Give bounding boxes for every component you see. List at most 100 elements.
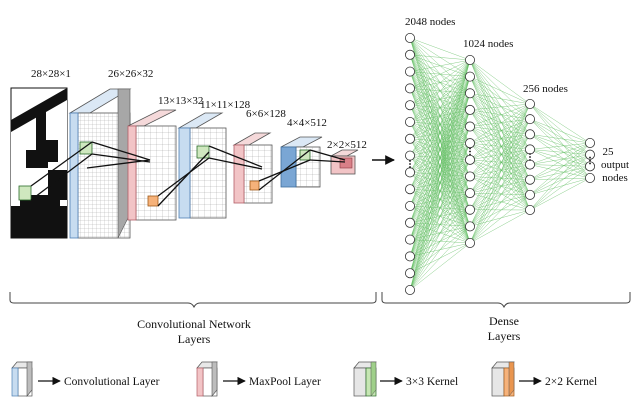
dense-edge — [529, 142, 591, 150]
dense-edge — [469, 59, 531, 120]
conv-label-6: 2×2×512 — [327, 139, 367, 151]
dense-edge — [409, 59, 471, 156]
dense-edge — [469, 209, 531, 244]
dense-edge — [469, 126, 531, 211]
dense-edge — [409, 59, 471, 123]
dense-edge — [469, 59, 531, 105]
dense-edges — [409, 37, 591, 291]
dense-edge — [409, 59, 471, 139]
dense-edge — [469, 109, 531, 135]
dense-edge — [529, 142, 591, 180]
dense-edge — [469, 149, 531, 177]
dense-edge — [469, 109, 531, 211]
conv-label-0: 28×28×1 — [31, 68, 71, 80]
dense-edge — [469, 134, 531, 210]
dense-node-layer-0 — [404, 234, 415, 245]
dense-edge — [529, 177, 591, 211]
dense-node-layer-1 — [464, 104, 475, 115]
dense-edge — [469, 134, 531, 144]
dense-edge — [529, 154, 591, 196]
dense-edge — [409, 59, 471, 89]
conv-group-label-line2: Layers — [178, 332, 211, 346]
dense-edge — [409, 59, 471, 291]
kernel3-block-icon — [353, 361, 377, 397]
dense-edge — [409, 37, 471, 61]
dense-edge — [409, 242, 471, 291]
dense-edge — [469, 119, 531, 210]
conv-label-4: 6×6×128 — [246, 108, 286, 120]
dense-node-layer-0 — [404, 100, 415, 111]
dense-node-layer-2 — [525, 174, 536, 185]
dense-edge — [469, 126, 531, 165]
dense-edge — [409, 159, 471, 291]
dense-ellipsis-dots — [409, 147, 591, 168]
dense-node-layer-3 — [585, 172, 596, 183]
dense-edge — [469, 159, 531, 180]
dense-node-layer-0 — [404, 117, 415, 128]
dense-node-layer-1 — [464, 88, 475, 99]
dense-edge — [469, 159, 531, 165]
dense-edge — [469, 59, 531, 211]
dense-edge — [469, 126, 531, 150]
dense-edge — [409, 192, 471, 291]
dense-node-layer-1 — [464, 221, 475, 232]
dense-edge — [529, 134, 591, 167]
dense-edge — [409, 59, 471, 257]
ellipsis-dot-layer-0 — [409, 166, 411, 168]
dense-edge — [529, 154, 591, 180]
ellipsis-dot-layer-1 — [469, 147, 471, 150]
conv-label-2: 13×13×32 — [158, 95, 203, 107]
dense-edge — [469, 118, 531, 161]
dense-edge — [469, 59, 531, 195]
ellipsis-dot-layer-0 — [409, 160, 411, 162]
ellipsis-dot-layer-3 — [589, 159, 591, 162]
dense-edge — [469, 194, 531, 210]
dense-edge — [529, 164, 591, 167]
dense-edge — [469, 103, 531, 160]
dense-edge — [469, 93, 531, 105]
dense-node-layer-0 — [404, 83, 415, 94]
dense-title-0: 2048 nodes — [405, 16, 455, 28]
dense-edge — [469, 119, 531, 244]
dense-node-layer-1 — [464, 237, 475, 248]
dense-edge — [529, 154, 591, 211]
dense-edge — [469, 109, 531, 180]
ellipsis-dot-layer-3 — [589, 156, 591, 159]
legend-label-conv: Convolutional Layer — [64, 376, 160, 388]
dense-node-layer-1 — [464, 121, 475, 132]
dense-edge — [469, 134, 531, 177]
dense-edge — [469, 142, 531, 165]
maxpool-layer-1 — [127, 109, 177, 221]
maxpool-layer-3 — [330, 149, 359, 175]
dense-edge — [469, 164, 531, 210]
dense-edge — [469, 179, 531, 244]
dense-edge — [469, 126, 531, 180]
conv-label-5: 4×4×512 — [287, 117, 327, 129]
dense-edge — [529, 118, 591, 167]
dense-edge — [529, 154, 591, 165]
ellipsis-dot-layer-2 — [529, 156, 531, 158]
dense-edge — [529, 166, 591, 180]
dense-edge — [469, 103, 531, 194]
conv-layer-1 — [68, 88, 132, 239]
dense-edge — [469, 164, 531, 227]
dense-edge — [409, 93, 471, 291]
ellipsis-dot-layer-3 — [589, 162, 591, 165]
dense-edge — [529, 134, 591, 144]
dense-group-label-line2: Layers — [488, 329, 521, 343]
dense-group-label-line1: Dense — [489, 314, 519, 328]
conv-layer-3 — [280, 136, 323, 188]
dense-edge — [409, 143, 471, 291]
dense-edge — [409, 59, 471, 274]
kernel-connection-lines — [30, 141, 346, 207]
dense-node-layer-1 — [464, 204, 475, 215]
dense-edge — [469, 176, 531, 180]
dense-node-layer-0 — [404, 251, 415, 262]
dense-node-layer-2 — [525, 99, 536, 110]
dense-edge — [469, 209, 531, 227]
dense-edge — [409, 176, 471, 291]
dense-node-layer-2 — [525, 204, 536, 215]
dense-node-layer-0 — [404, 167, 415, 178]
output-title-line3: nodes — [602, 172, 628, 184]
conv-label-3: 11×11×128 — [200, 99, 251, 111]
